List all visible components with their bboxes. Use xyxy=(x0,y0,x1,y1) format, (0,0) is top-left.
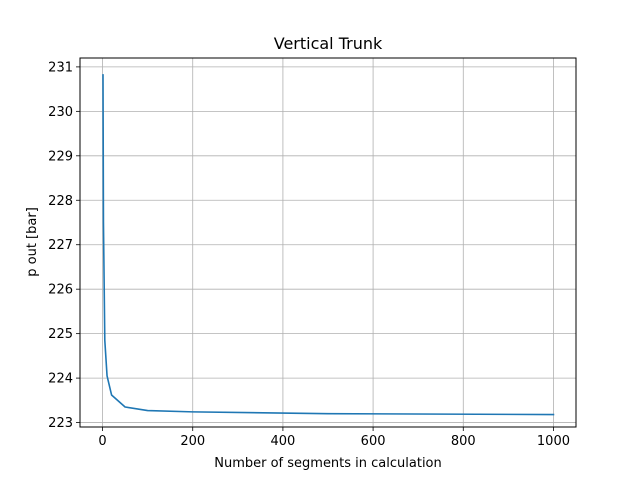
y-tick-label: 228 xyxy=(48,194,73,209)
x-tick-label: 1000 xyxy=(537,434,570,449)
series-layer xyxy=(102,74,555,416)
chart-title: Vertical Trunk xyxy=(274,34,383,53)
y-tick-label: 223 xyxy=(48,416,73,431)
x-axis-label: Number of segments in calculation xyxy=(214,456,442,471)
plot-frame xyxy=(79,57,577,428)
y-tick-label: 224 xyxy=(48,372,73,387)
x-tick-label: 0 xyxy=(98,434,106,449)
grid xyxy=(80,58,576,427)
y-tick-label: 231 xyxy=(48,60,73,75)
y-tick-label: 230 xyxy=(48,105,73,120)
series-line xyxy=(102,74,555,416)
y-axis-ticks: 223 224 225 226 227 228 229 230 231 xyxy=(48,60,80,431)
x-axis-ticks: 0 200 400 600 800 1000 xyxy=(98,427,570,449)
y-tick-label: 229 xyxy=(48,149,73,164)
y-tick-label: 226 xyxy=(48,283,73,298)
x-tick-label: 200 xyxy=(180,434,205,449)
y-tick-label: 225 xyxy=(48,327,73,342)
x-tick-label: 400 xyxy=(270,434,295,449)
y-tick-label: 227 xyxy=(48,238,73,253)
x-tick-label: 600 xyxy=(361,434,386,449)
y-axis-label: p out [bar] xyxy=(25,207,40,277)
x-tick-label: 800 xyxy=(451,434,476,449)
